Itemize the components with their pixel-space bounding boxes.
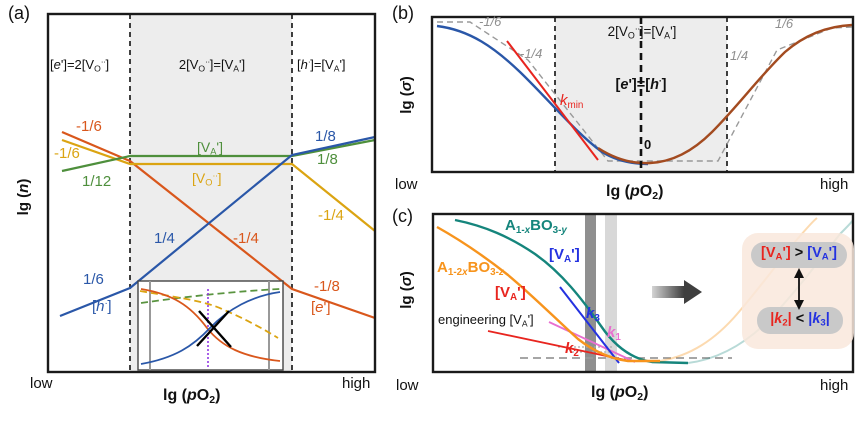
region-label-low-po2: [e']=2[VO··] — [50, 56, 110, 74]
panel-a-tag: (a) — [8, 3, 30, 23]
panel-a-xlabel: lg (pO2) — [163, 387, 221, 406]
electron-concentration-line — [61, 130, 376, 320]
panel-a-plot-box — [46, 12, 377, 374]
slope-label-left-a-vacancy: 1/12 — [82, 173, 112, 190]
double-arrow-head-up — [794, 268, 804, 278]
panel-c-dark-gray-band — [585, 214, 596, 372]
engineering-va-label: engineering [VA'] — [438, 312, 534, 329]
panel-a-high-label: high — [342, 375, 371, 392]
hole-species-label: [h·] — [92, 298, 112, 315]
slope-label-left-electron: -1/6 — [76, 118, 102, 135]
inset-crossover-x-mark — [196, 310, 232, 348]
panel-b-neutrality-label: 2[VO··]=[VA'] — [607, 23, 677, 41]
orange-composition-curve — [436, 225, 660, 363]
slope-label-b-p16: 1/6 — [775, 16, 794, 31]
panel-a-ylabel: lg (n) — [15, 178, 33, 216]
oxygen-vacancy-species-label: [VO··] — [192, 170, 222, 188]
teal-composition-curve — [454, 218, 689, 365]
slope-label-left-hole: 1/6 — [83, 271, 104, 288]
k2-label: k2 — [565, 340, 579, 359]
k1-tangent-line — [548, 321, 636, 363]
panel-b-xlabel: lg (pO2) — [606, 183, 664, 202]
gradient-arrow-shaft — [652, 286, 684, 298]
slope-label-b-m16: -1/6 — [479, 14, 502, 29]
panel-c-xlabel: lg (pO2) — [591, 384, 649, 403]
panel-c-light-gray-band — [605, 214, 617, 372]
slope-label-mid-electron: -1/4 — [233, 230, 259, 247]
conclusion-pill-bottom — [757, 307, 843, 334]
a-vacancy-concentration-line — [61, 138, 376, 173]
slope-label-right-hole: 1/8 — [315, 128, 336, 145]
region-label-mid-po2: 2[VO··]=[VA'] — [178, 56, 246, 74]
gradient-arrow-head — [684, 280, 702, 304]
panel-b-eh-equality-label: [e']=[h·] — [615, 76, 667, 93]
panel-b-high-label: high — [820, 176, 849, 193]
kmin-tangent-line — [506, 40, 599, 161]
conclusion-va-comparison: [VA'] > [VA'] — [761, 245, 837, 263]
slope-label-left-oxygen-vacancy: -1/6 — [54, 145, 80, 162]
inset-hole-sigmoid — [140, 291, 281, 365]
hole-concentration-line — [59, 135, 376, 318]
slope-label-right-a-vacancy: 1/8 — [317, 151, 338, 168]
conclusion-k-comparison: |k2| < |k3| — [770, 311, 830, 329]
k1-label: k1 — [607, 324, 621, 343]
slope-label-right-oxygen-vacancy: -1/4 — [318, 207, 344, 224]
panel-a-low-label: low — [30, 375, 53, 392]
orange-composition-label: A1-2xBO3-z — [437, 259, 504, 278]
panel-c-ylabel: lg (σ) — [398, 271, 416, 309]
conclusion-pill-top — [751, 242, 847, 268]
panel-c-tag: (c) — [392, 206, 413, 226]
panel-c-high-label: high — [820, 377, 849, 394]
inset-va-dashed-curve — [140, 288, 281, 304]
panel-b-tag: (b) — [392, 3, 414, 23]
slope-label-b-p14: 1/4 — [730, 48, 749, 63]
a-vacancy-species-label: [VA'] — [197, 139, 223, 157]
inset-electron-sigmoid — [140, 288, 281, 362]
zero-minimum-label: 0 — [644, 137, 652, 152]
panel-b-plot-box — [430, 15, 855, 174]
panel-c-low-label: low — [396, 377, 419, 394]
double-arrow-head-down — [794, 300, 804, 310]
slope-label-mid-hole: 1/4 — [154, 230, 175, 247]
va-label-red: [VA'] — [495, 284, 526, 303]
slope-label-right-electron: -1/8 — [314, 278, 340, 295]
region-label-high-po2: [h·]=[VA'] — [297, 56, 346, 74]
kmin-label: kmin — [560, 92, 584, 111]
oxygen-vacancy-concentration-line — [61, 138, 376, 232]
va-label-blue: [VA'] — [549, 246, 580, 265]
panel-b-ylabel: lg (σ) — [398, 76, 416, 114]
k3-tangent-line — [559, 286, 620, 364]
slope-label-b-m14: -1/4 — [520, 46, 543, 61]
slope-envelope-dashed — [437, 21, 853, 162]
k3-label: k3 — [586, 305, 600, 324]
panel-b-low-label: low — [395, 176, 418, 193]
electron-species-label: [e'] — [311, 299, 331, 316]
teal-composition-label: A1-xBO3-y — [505, 217, 567, 236]
